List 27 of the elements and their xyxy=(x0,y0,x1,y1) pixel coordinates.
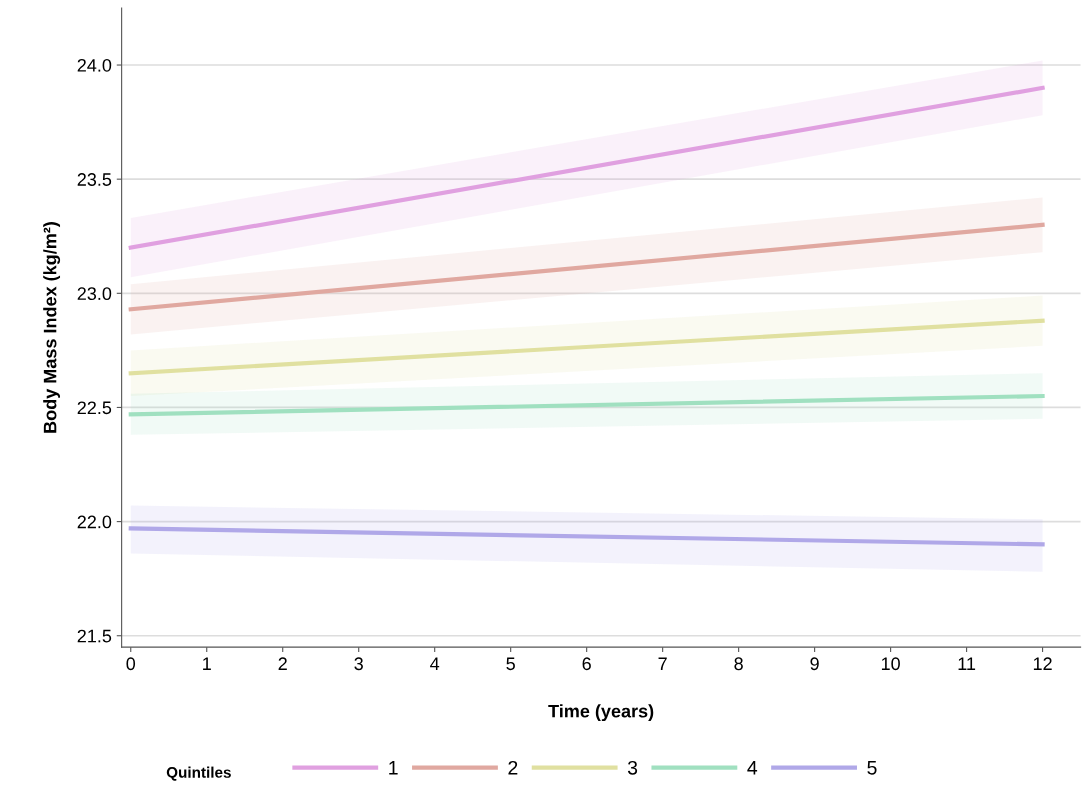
x-tick-label: 2 xyxy=(278,657,287,670)
x-axis-title: Time (years) xyxy=(548,704,654,722)
y-tick-label: 24.0 xyxy=(77,58,112,72)
x-tick-label: 3 xyxy=(354,657,363,671)
x-tick-label: 9 xyxy=(810,657,819,671)
x-tick-label: 5 xyxy=(506,657,515,671)
legend-title: Quintiles xyxy=(166,766,231,781)
x-tick-label: 11 xyxy=(958,657,976,670)
y-tick-label: 22.5 xyxy=(77,401,112,415)
legend-label: 5 xyxy=(867,761,877,775)
x-tick-label: 6 xyxy=(582,657,591,671)
x-tick-label: 4 xyxy=(430,657,440,670)
y-tick-label: 21.5 xyxy=(77,629,112,643)
x-tick-label: 12 xyxy=(1033,657,1052,670)
legend-label: 3 xyxy=(627,760,638,775)
x-tick-label: 10 xyxy=(881,657,900,671)
y-tick-label: 23.5 xyxy=(77,173,112,186)
legend-label: 2 xyxy=(508,760,518,775)
y-tick-label: 23.0 xyxy=(77,287,112,301)
y-tick-label: 22.0 xyxy=(77,515,112,529)
legend-label: 4 xyxy=(747,761,758,775)
legend-label: 1 xyxy=(389,761,398,775)
x-tick-label: 8 xyxy=(734,657,743,671)
y-axis-title: Body Mass Index (kg/m²) xyxy=(43,222,61,433)
x-tick-label: 7 xyxy=(658,657,667,670)
x-tick-label: 0 xyxy=(126,657,136,671)
x-tick-label: 1 xyxy=(203,657,211,670)
